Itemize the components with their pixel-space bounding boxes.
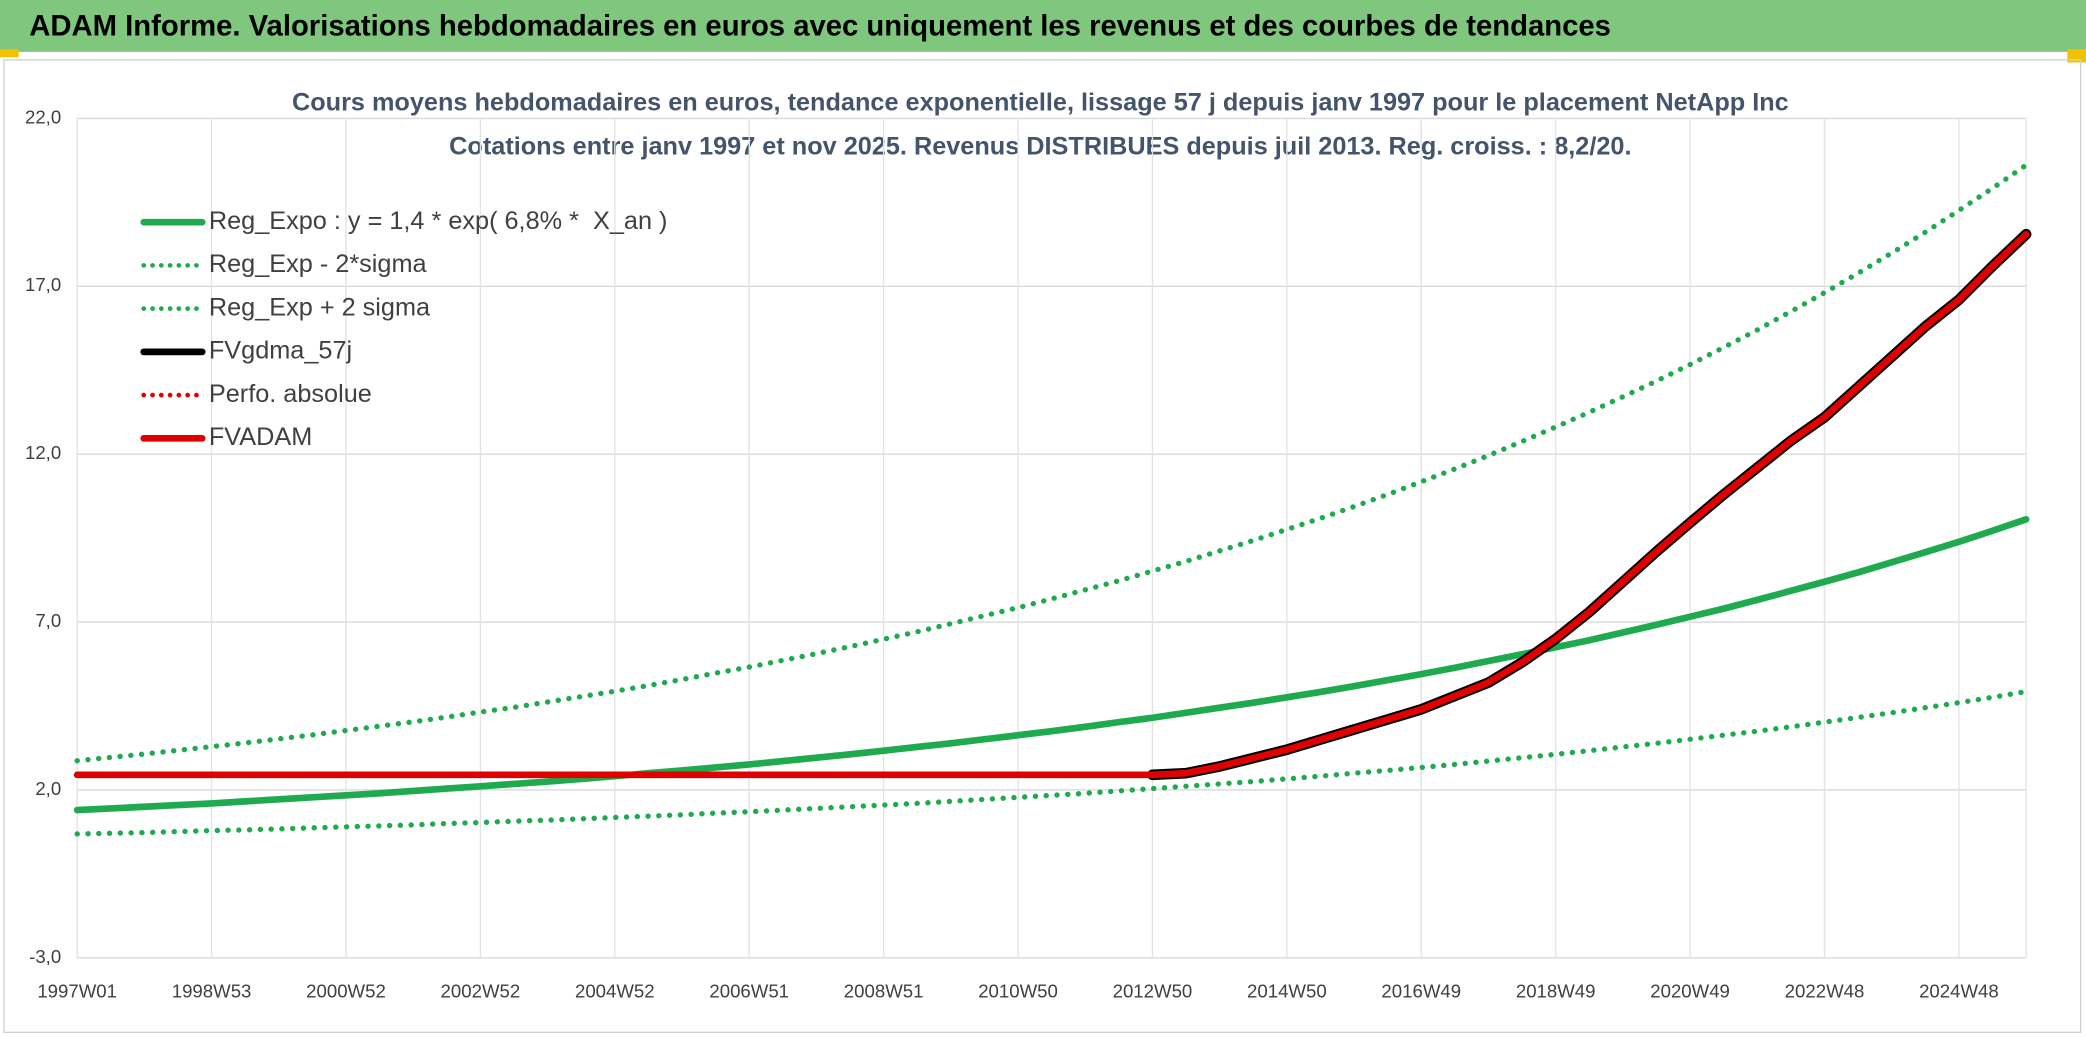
- x-tick-label: 2022W48: [1785, 980, 1865, 1001]
- legend-label: FVADAM: [209, 423, 312, 451]
- legend-label: Perfo. absolue: [209, 380, 372, 408]
- legend-label: Reg_Exp + 2 sigma: [209, 293, 431, 321]
- x-tick-label: 2000W52: [306, 980, 386, 1001]
- y-tick-label: 12,0: [25, 442, 61, 463]
- x-tick-label: 2016W49: [1381, 980, 1461, 1001]
- y-tick-label: 7,0: [35, 610, 61, 631]
- x-tick-label: 2012W50: [1113, 980, 1193, 1001]
- series-line: [74, 688, 2029, 837]
- x-tick-label: 2018W49: [1516, 980, 1596, 1001]
- x-tick-label: 2004W52: [575, 980, 655, 1001]
- x-tick-label: 2002W52: [441, 980, 521, 1001]
- y-tick-label: 2,0: [35, 778, 61, 799]
- legend-label: Reg_Expo : y = 1,4 * exp( 6,8% * X_an ): [209, 207, 668, 235]
- x-tick-label: 1998W53: [172, 980, 252, 1001]
- x-tick-label: 2020W49: [1650, 980, 1730, 1001]
- y-tick-label: -3,0: [29, 946, 61, 967]
- legend-label: Reg_Exp - 2*sigma: [209, 250, 428, 278]
- series-line: [73, 230, 2030, 779]
- chart-title: Cours moyens hebdomadaires en euros, ten…: [292, 88, 1789, 116]
- x-tick-label: 2006W51: [709, 980, 789, 1001]
- x-tick-label: 1997W01: [37, 980, 117, 1001]
- series-line: [73, 515, 2030, 814]
- chart-subtitle: Cotations entre janv 1997 et nov 2025. R…: [449, 132, 1631, 160]
- x-tick-label: 2024W48: [1919, 980, 1999, 1001]
- x-tick-label: 2014W50: [1247, 980, 1327, 1001]
- header-band: [0, 0, 2086, 52]
- page-title: ADAM Informe. Valorisations hebdomadaire…: [29, 11, 1611, 43]
- y-tick-label: 17,0: [25, 274, 61, 295]
- legend-label: FVgdma_57j: [209, 337, 352, 365]
- y-tick-label: 22,0: [25, 106, 61, 127]
- x-tick-label: 2008W51: [844, 980, 924, 1001]
- chart-frame: [3, 59, 2082, 1034]
- corner: [0, 49, 19, 58]
- x-tick-label: 2010W50: [978, 980, 1058, 1001]
- series-line: [74, 162, 2029, 764]
